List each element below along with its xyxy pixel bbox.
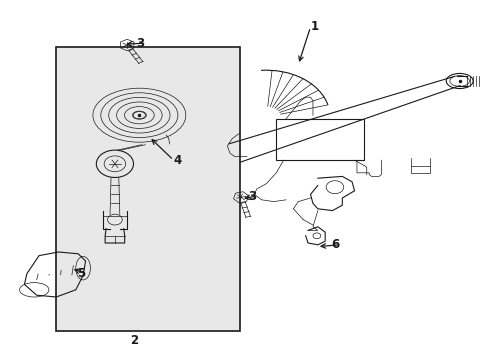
Text: 2: 2: [130, 334, 138, 347]
Bar: [56, 47, 239, 331]
Bar: [276, 119, 364, 160]
Text: 1: 1: [310, 21, 318, 33]
Text: 4: 4: [173, 154, 182, 167]
Text: 5: 5: [77, 267, 85, 280]
Text: 3: 3: [136, 37, 144, 50]
Text: 6: 6: [331, 238, 339, 251]
Text: 3: 3: [248, 190, 256, 203]
